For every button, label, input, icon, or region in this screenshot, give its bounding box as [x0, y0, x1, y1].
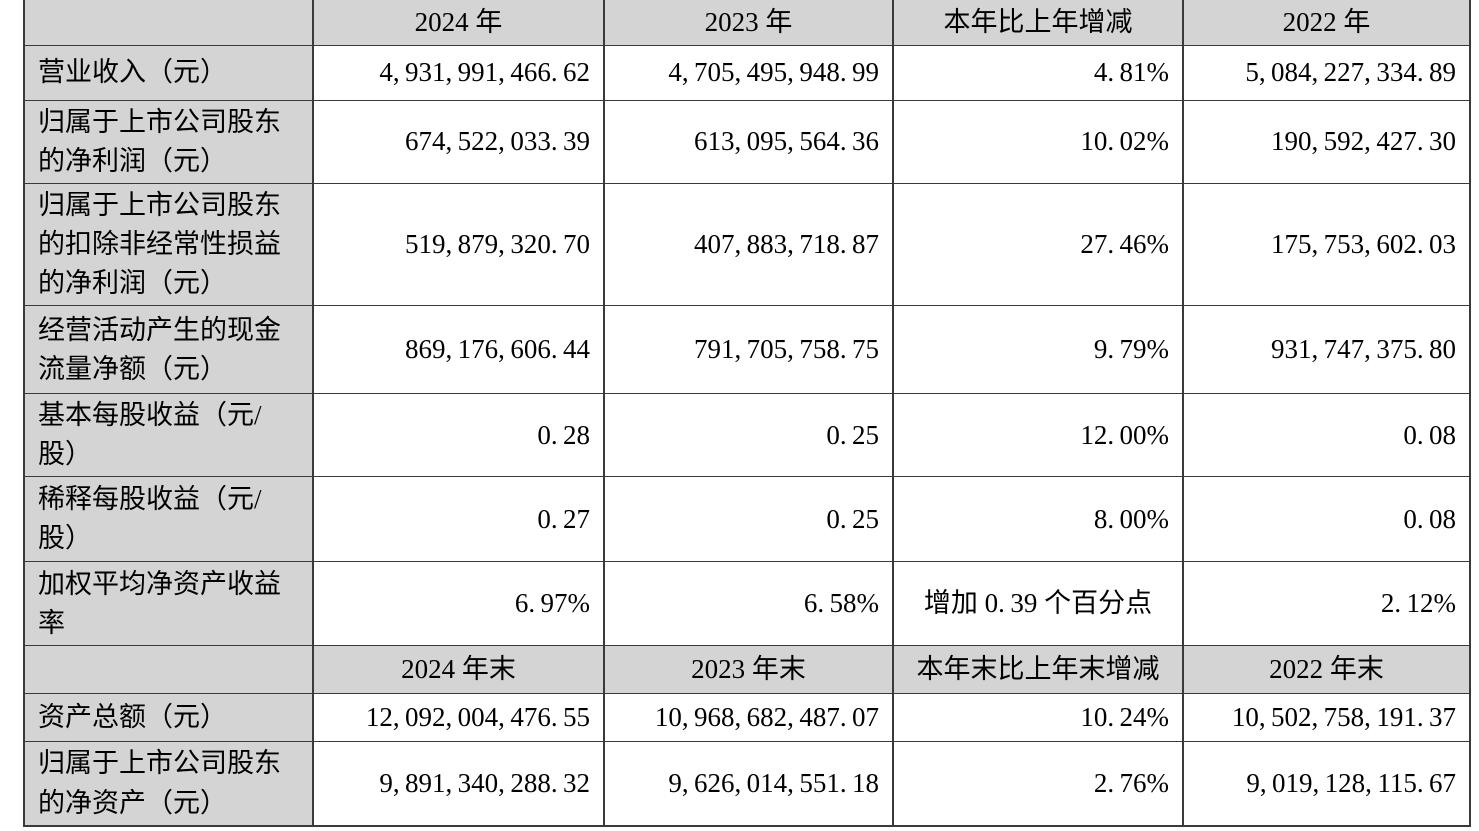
table-row: 加权平均净资产收益率 6. 97% 6. 58% 增加 0. 39 个百分点 2…: [23, 561, 1471, 647]
cell-value: 12. 00%: [892, 393, 1184, 478]
cell-value: 519, 879, 320. 70: [312, 182, 605, 307]
cell-value: 0. 25: [603, 476, 894, 563]
cell-value: 4, 931, 991, 466. 62: [312, 44, 605, 101]
row-label-operating-cash-flow: 经营活动产生的现金流量净额（元）: [23, 305, 314, 395]
cell-value: 674, 522, 033. 39: [312, 99, 605, 184]
cell-value: 9, 891, 340, 288. 32: [312, 741, 605, 827]
cell-value: 190, 592, 427. 30: [1182, 99, 1471, 184]
column-header-2022-end: 2022 年末: [1182, 645, 1471, 695]
row-label-weighted-avg-roe: 加权平均净资产收益率: [23, 561, 314, 647]
table-row: 稀释每股收益（元/股） 0. 27 0. 25 8. 00% 0. 08: [23, 476, 1471, 563]
cell-value: 10, 502, 758, 191. 37: [1182, 693, 1471, 743]
row-label-net-profit: 归属于上市公司股东的净利润（元）: [23, 99, 314, 184]
table-row: 归属于上市公司股东的净资产（元） 9, 891, 340, 288. 32 9,…: [23, 741, 1471, 827]
cell-value: 407, 883, 718. 87: [603, 182, 894, 307]
cell-value: 9, 019, 128, 115. 67: [1182, 741, 1471, 827]
table-row: 基本每股收益（元/股） 0. 28 0. 25 12. 00% 0. 08: [23, 393, 1471, 478]
row-label-net-assets: 归属于上市公司股东的净资产（元）: [23, 741, 314, 827]
cell-value: 27. 46%: [892, 182, 1184, 307]
cell-value: 10. 24%: [892, 693, 1184, 743]
column-header-2023: 2023 年: [603, 0, 894, 46]
row-label-basic-eps: 基本每股收益（元/股）: [23, 393, 314, 478]
financial-summary: 2024 年 2023 年 本年比上年增减 2022 年 营业收入（元） 4, …: [23, 0, 1471, 827]
cell-value: 931, 747, 375. 80: [1182, 305, 1471, 395]
cell-value: 9, 626, 014, 551. 18: [603, 741, 894, 827]
table-row: 归属于上市公司股东的扣除非经常性损益的净利润（元） 519, 879, 320.…: [23, 182, 1471, 307]
table-row: 资产总额（元） 12, 092, 004, 476. 55 10, 968, 6…: [23, 693, 1471, 743]
column-header-year-end-change: 本年末比上年末增减: [892, 645, 1184, 695]
cell-value: 6. 97%: [312, 561, 605, 647]
table-row: 归属于上市公司股东的净利润（元） 674, 522, 033. 39 613, …: [23, 99, 1471, 184]
cell-value: 9. 79%: [892, 305, 1184, 395]
cell-value: 12, 092, 004, 476. 55: [312, 693, 605, 743]
column-header-2022: 2022 年: [1182, 0, 1471, 46]
cell-value: 869, 176, 606. 44: [312, 305, 605, 395]
column-header-2024: 2024 年: [312, 0, 605, 46]
cell-value: 10, 968, 682, 487. 07: [603, 693, 894, 743]
row-label-revenue: 营业收入（元）: [23, 44, 314, 101]
column-header-yoy-change: 本年比上年增减: [892, 0, 1184, 46]
cell-value: 0. 28: [312, 393, 605, 478]
cell-value: 5, 084, 227, 334. 89: [1182, 44, 1471, 101]
cell-value: 791, 705, 758. 75: [603, 305, 894, 395]
column-header-2023-end: 2023 年末: [603, 645, 894, 695]
table-header-row-year-end: 2024 年末 2023 年末 本年末比上年末增减 2022 年末: [23, 645, 1471, 695]
cell-value: 0. 08: [1182, 393, 1471, 478]
cell-value: 2. 12%: [1182, 561, 1471, 647]
table-row: 经营活动产生的现金流量净额（元） 869, 176, 606. 44 791, …: [23, 305, 1471, 395]
cell-value: 4, 705, 495, 948. 99: [603, 44, 894, 101]
cell-value: 4. 81%: [892, 44, 1184, 101]
cell-value: 8. 00%: [892, 476, 1184, 563]
table-header-row-annual: 2024 年 2023 年 本年比上年增减 2022 年: [23, 0, 1471, 46]
cell-value: 613, 095, 564. 36: [603, 99, 894, 184]
row-label-net-profit-deducted: 归属于上市公司股东的扣除非经常性损益的净利润（元）: [23, 182, 314, 307]
financial-summary-table: 2024 年 2023 年 本年比上年增减 2022 年 营业收入（元） 4, …: [23, 0, 1471, 827]
corner-cell: [23, 645, 314, 695]
corner-cell: [23, 0, 314, 46]
cell-value: 增加 0. 39 个百分点: [892, 561, 1184, 647]
table-row: 营业收入（元） 4, 931, 991, 466. 62 4, 705, 495…: [23, 44, 1471, 101]
row-label-total-assets: 资产总额（元）: [23, 693, 314, 743]
cell-value: 0. 25: [603, 393, 894, 478]
row-label-diluted-eps: 稀释每股收益（元/股）: [23, 476, 314, 563]
cell-value: 6. 58%: [603, 561, 894, 647]
cell-value: 0. 08: [1182, 476, 1471, 563]
cell-value: 2. 76%: [892, 741, 1184, 827]
cell-value: 10. 02%: [892, 99, 1184, 184]
cell-value: 0. 27: [312, 476, 605, 563]
cell-value: 175, 753, 602. 03: [1182, 182, 1471, 307]
column-header-2024-end: 2024 年末: [312, 645, 605, 695]
